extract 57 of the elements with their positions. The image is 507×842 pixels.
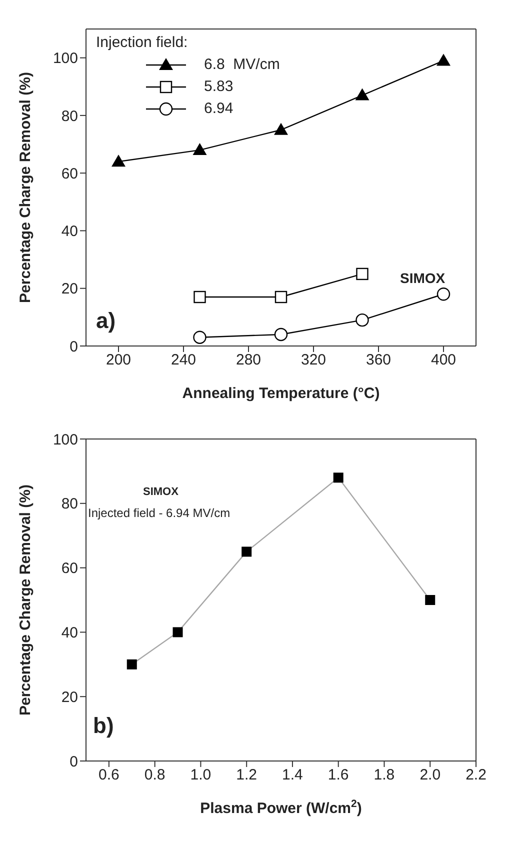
y-tick-label: 40 <box>61 223 78 240</box>
y-tick-label: 40 <box>61 624 78 642</box>
point <box>274 290 288 304</box>
x-tick-label: 2.2 <box>466 766 486 784</box>
point <box>274 328 288 342</box>
point <box>436 54 450 66</box>
point <box>126 659 137 670</box>
point <box>192 143 207 156</box>
legend-label: 5.83 <box>204 77 234 97</box>
legend-label: 6.8 MV/cm <box>204 55 280 75</box>
x-tick-label: 2.0 <box>420 766 441 784</box>
point <box>333 472 344 483</box>
annotation: SIMOX <box>143 486 178 498</box>
x-tick-label: 360 <box>366 352 392 369</box>
y-tick-label: 0 <box>70 753 78 770</box>
y-axis-title: Percentage Charge Removal (%) <box>17 72 34 303</box>
x-tick-label: 1.0 <box>190 766 212 784</box>
point <box>242 546 252 557</box>
y-axis-title: Percentage Charge Removal (%) <box>17 484 34 716</box>
y-tick-label: 20 <box>61 280 78 298</box>
point <box>112 154 126 167</box>
annotation: SIMOX <box>400 270 446 286</box>
point <box>356 313 369 327</box>
y-tick-label: 80 <box>61 496 78 513</box>
point <box>274 122 288 135</box>
annotation: b) <box>93 713 114 739</box>
x-tick-label: 1.8 <box>374 766 395 784</box>
y-tick-label: 100 <box>52 50 78 68</box>
x-tick-label: 200 <box>106 352 132 369</box>
x-tick-label: 1.4 <box>282 766 303 784</box>
x-tick-label: 1.6 <box>328 766 349 784</box>
x-tick-label: 0.8 <box>144 766 166 784</box>
legend-label: 6.94 <box>204 99 234 119</box>
point <box>194 290 206 304</box>
y-tick-label: 80 <box>61 108 78 125</box>
y-tick-label: 60 <box>61 560 78 578</box>
point <box>172 627 183 638</box>
x-tick-label: 0.6 <box>98 766 120 784</box>
x-tick-label: 240 <box>170 352 196 369</box>
point <box>193 330 206 344</box>
y-tick-label: 60 <box>61 165 78 182</box>
legend-title: Injection field: <box>96 33 189 53</box>
point <box>356 268 368 280</box>
x-tick-label: 1.2 <box>236 766 258 784</box>
y-tick-label: 0 <box>70 338 78 356</box>
annotation: Injected field - 6.94 MV/cm <box>88 506 230 520</box>
y-tick-label: 100 <box>52 431 78 448</box>
annotation: a) <box>96 308 116 334</box>
point <box>436 288 450 301</box>
x-tick-label: 280 <box>236 352 262 369</box>
x-tick-label: 400 <box>430 352 456 369</box>
point <box>355 88 370 100</box>
x-axis-title: Plasma Power (W/cm$^{2}$) <box>200 798 362 817</box>
x-axis-title: Annealing Temperature (°C) <box>182 385 380 402</box>
point <box>425 595 436 605</box>
x-tick-label: 320 <box>300 352 326 369</box>
y-tick-label: 20 <box>61 688 78 706</box>
